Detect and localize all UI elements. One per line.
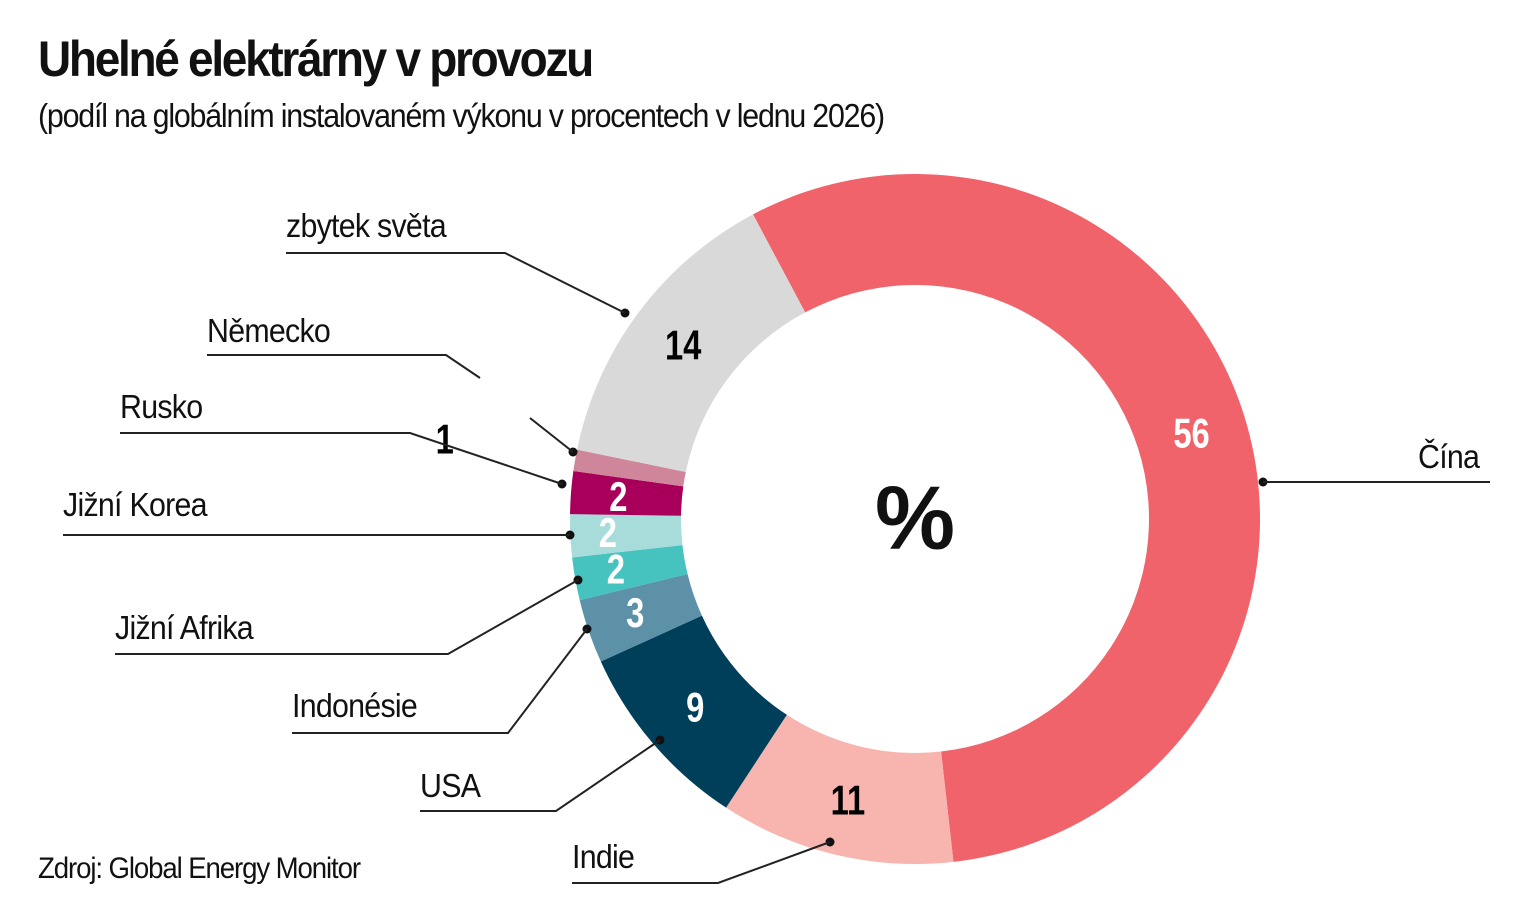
donut-segment-USA — [600, 615, 787, 808]
segment-value-label: 2 — [609, 473, 627, 520]
donut-segment-Jižní Korea — [570, 514, 683, 558]
chart-title: Uhelné elektrárny v provozu — [38, 31, 594, 87]
leader-line — [292, 624, 592, 734]
category-label: Rusko — [120, 388, 203, 425]
category-label: Indonésie — [292, 687, 418, 724]
category-label: Jižní Korea — [63, 486, 208, 523]
leader-line — [420, 735, 665, 812]
segment-value-label: 14 — [665, 322, 701, 369]
chart-subtitle: (podíl na globálním instalovaném výkonu … — [38, 97, 885, 134]
segment-value-label: 2 — [607, 545, 625, 592]
source-note: Zdroj: Global Energy Monitor — [38, 852, 361, 885]
category-label: Indie — [572, 838, 635, 875]
donut-segment-Indonésie — [579, 574, 702, 662]
segment-value-label: 1 — [436, 416, 454, 463]
leader-line — [1258, 477, 1490, 487]
segment-value-label: 3 — [626, 589, 644, 636]
leader-line — [286, 252, 630, 318]
category-label: Jižní Afrika — [115, 609, 254, 646]
donut-segment-Rusko — [570, 470, 684, 516]
segment-value-label: 11 — [831, 777, 866, 824]
donut-segment-Čína — [753, 173, 1260, 862]
segment-value-label: 2 — [599, 509, 617, 556]
category-label: USA — [420, 767, 481, 804]
donut-segment-Německo — [573, 449, 686, 487]
category-label: zbytek světa — [286, 207, 447, 244]
category-label: Čína — [1418, 438, 1480, 475]
center-percent-label: % — [875, 469, 955, 569]
leader-line — [115, 575, 583, 655]
segment-value-label: 56 — [1173, 409, 1209, 456]
donut-segment-Indie — [726, 714, 954, 864]
donut-segment-Jižní Afrika — [572, 545, 688, 601]
donut-segment-zbytek světa — [577, 214, 806, 472]
leader-line — [207, 354, 578, 457]
leader-line — [120, 432, 567, 489]
leader-line — [572, 837, 835, 884]
leader-line — [63, 530, 575, 540]
category-label: Německo — [207, 312, 331, 349]
segment-value-label: 9 — [686, 683, 704, 730]
